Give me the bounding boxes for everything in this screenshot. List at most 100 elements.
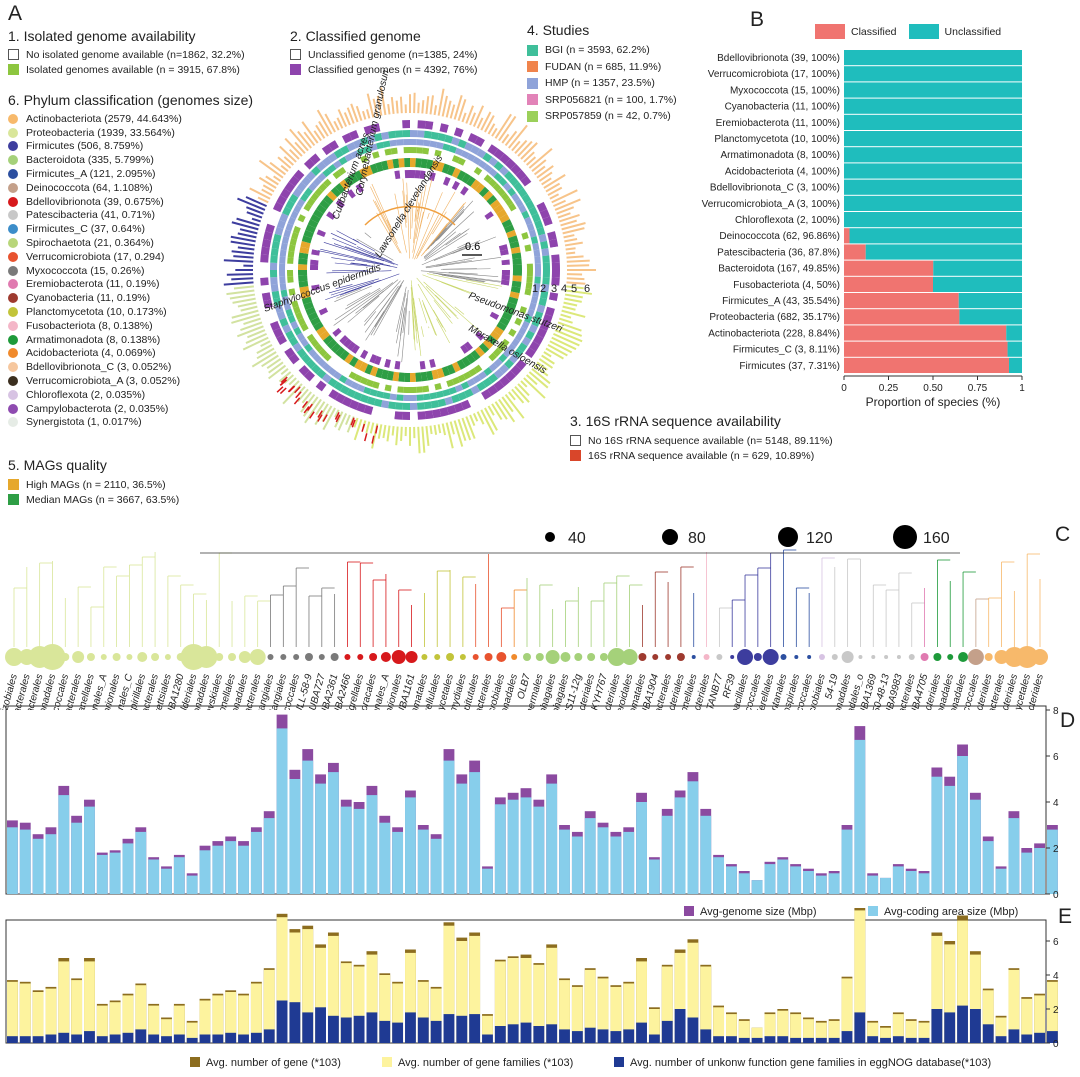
outer-histogram-bar — [564, 241, 583, 247]
legend-item: 16S rRNA sequence available (n = 629, 10… — [570, 448, 833, 463]
outer-histogram-bar — [233, 255, 254, 259]
ring-segment — [272, 201, 284, 213]
bar-1 — [841, 978, 853, 1043]
bar-1 — [931, 776, 943, 894]
phylum-color-dot — [8, 265, 18, 276]
order-size-dot — [357, 654, 364, 660]
ring-segment — [488, 168, 498, 178]
ring-segment — [496, 343, 506, 353]
ring-segment — [410, 130, 418, 138]
tree-branch — [422, 303, 436, 336]
phylum-legend-item: Deinococcota (64, 1.108%) — [8, 181, 253, 195]
ring-segment — [508, 353, 519, 364]
outer-histogram-bar — [566, 285, 584, 290]
ring-segment — [270, 248, 279, 257]
ring-segment — [483, 164, 493, 173]
bar-2 — [494, 1026, 506, 1043]
swatch — [8, 479, 19, 490]
ring-segment — [269, 208, 281, 220]
ring-segment — [422, 147, 430, 155]
ring-segment — [542, 276, 550, 285]
ring-segment — [551, 254, 560, 263]
ring-segment — [526, 276, 533, 283]
outer-histogram-bar — [322, 407, 336, 431]
panel-label-b: B — [750, 8, 765, 31]
outer-histogram-bar — [289, 128, 309, 152]
phylum-legend-item: Cyanobacteria (11, 0.19%) — [8, 291, 253, 305]
ring-segment — [456, 183, 465, 193]
ring-segment — [369, 163, 379, 174]
bar-2 — [199, 1034, 211, 1043]
ring-segment — [500, 338, 510, 348]
ring-segment — [467, 132, 479, 144]
outer-histogram-bar — [301, 391, 312, 404]
ring-segment — [298, 365, 310, 377]
outer-histogram-bar — [536, 165, 554, 179]
ring-segment — [353, 391, 363, 401]
ring-segment — [340, 145, 350, 155]
tree-branch — [412, 191, 423, 253]
chart-b-category-label: Actinobacteriota (228, 8.84%) — [708, 328, 840, 339]
ring-segment — [524, 347, 536, 359]
order-size-dot — [151, 653, 160, 661]
chart-b-category-label: Verrucomicrobiota (17, 100%) — [708, 69, 840, 80]
ring-segment — [340, 385, 350, 395]
bar-1 — [1021, 998, 1033, 1043]
bar-1 — [250, 983, 262, 1043]
ring-segment — [360, 349, 369, 360]
order-size-dot — [638, 653, 647, 661]
bar-1 — [276, 917, 288, 1043]
tree-branch — [402, 190, 407, 228]
outer-histogram-bar — [556, 206, 575, 215]
bar-1 — [559, 980, 570, 1043]
ring-segment — [343, 338, 353, 348]
ring-segment — [499, 316, 510, 326]
ring-segment — [280, 289, 288, 298]
bar-1 — [379, 975, 391, 1043]
ring-segment — [446, 165, 456, 176]
bar-1 — [636, 802, 647, 894]
ring-segment — [386, 370, 394, 381]
bar-1 — [713, 1007, 725, 1043]
bar-1 — [161, 868, 172, 894]
tree-branch — [421, 244, 469, 266]
ring-segment — [504, 171, 515, 182]
ring-segment — [429, 172, 436, 182]
ring-segment — [540, 240, 549, 250]
ring-segment — [534, 311, 544, 321]
phylum-legend-label: Verrucomicrobiota (17, 0.294) — [26, 250, 165, 263]
bar-1 — [456, 783, 468, 894]
ring-segment — [313, 293, 323, 301]
tree-branch — [417, 283, 444, 328]
ring-segment — [423, 393, 431, 401]
bar-1 — [957, 920, 968, 1043]
ring-segment — [507, 296, 519, 305]
ring-segment — [279, 283, 287, 291]
ring-segment — [514, 214, 523, 223]
ring-segment — [335, 331, 345, 341]
ring-segment — [298, 258, 308, 265]
ring-segment — [273, 297, 282, 307]
ring-segment — [319, 199, 330, 210]
ring-segment — [371, 381, 380, 389]
bar-1 — [122, 843, 134, 894]
bar-1 — [225, 841, 237, 894]
outer-histogram-bar — [526, 156, 537, 166]
phylum-color-dot — [8, 348, 18, 359]
outer-histogram-bar — [233, 285, 254, 290]
ring-segment — [532, 334, 544, 345]
outer-histogram-bar — [508, 391, 516, 401]
ring-segment — [488, 352, 497, 362]
ring-segment — [321, 156, 332, 167]
ring-segment — [281, 236, 290, 245]
bar-1 — [392, 831, 404, 894]
ring-segment — [270, 276, 278, 285]
order-size-dot — [61, 653, 70, 661]
ring-segment — [389, 359, 396, 369]
ring-segment — [501, 311, 513, 321]
ring-segment — [424, 410, 434, 420]
outer-histogram-bar — [566, 251, 576, 255]
phylum-legend-label: Firmicutes_A (121, 2.095%) — [26, 168, 156, 181]
dot-size-legend-marker — [778, 527, 798, 547]
ring-segment — [460, 150, 470, 159]
